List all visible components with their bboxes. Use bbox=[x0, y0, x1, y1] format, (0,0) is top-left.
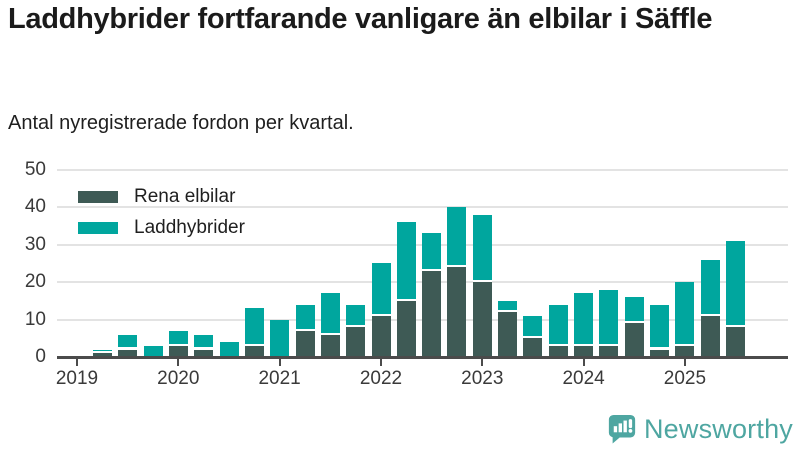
x-axis-label: 2020 bbox=[157, 368, 200, 389]
bar-segment-laddhybrider bbox=[244, 308, 264, 346]
bar-segment-laddhybrider bbox=[168, 330, 188, 346]
y-axis-label: 10 bbox=[24, 308, 46, 330]
gridline-y40 bbox=[57, 206, 788, 209]
x-axis-tick bbox=[177, 359, 180, 366]
bar-segment-rena-elbilar bbox=[118, 349, 138, 357]
legend-label: Rena elbilar bbox=[134, 186, 236, 207]
bar-segment-rena-elbilar bbox=[194, 349, 214, 357]
bar-segment-laddhybrider bbox=[726, 240, 746, 328]
x-axis-label: 2022 bbox=[359, 368, 403, 389]
bar-segment-rena-elbilar bbox=[168, 345, 188, 357]
bar-segment-rena-elbilar bbox=[599, 345, 619, 357]
bar-segment-laddhybrider bbox=[650, 304, 670, 350]
bar-segment-rena-elbilar bbox=[675, 345, 695, 357]
legend-swatch bbox=[78, 222, 118, 234]
x-axis-tick bbox=[481, 359, 484, 366]
bar-segment-rena-elbilar bbox=[700, 315, 720, 357]
bar-segment-laddhybrider bbox=[700, 259, 720, 316]
x-axis-tick bbox=[582, 359, 585, 366]
bar-segment-laddhybrider bbox=[675, 282, 695, 346]
y-axis-label: 20 bbox=[24, 271, 46, 293]
bar-segment-rena-elbilar bbox=[295, 330, 315, 357]
x-axis-tick bbox=[76, 359, 78, 366]
bar-segment-laddhybrider bbox=[574, 293, 594, 346]
x-axis-label: 2023 bbox=[461, 368, 504, 389]
bar-segment-rena-elbilar bbox=[244, 345, 264, 357]
legend-swatch bbox=[78, 191, 118, 203]
y-axis-label: 50 bbox=[24, 158, 46, 180]
x-axis-tick bbox=[683, 359, 686, 366]
bar-segment-laddhybrider bbox=[320, 293, 340, 335]
bar-segment-rena-elbilar bbox=[396, 300, 416, 357]
legend-label: Laddhybrider bbox=[134, 217, 245, 238]
bar-segment-laddhybrider bbox=[295, 304, 315, 331]
bar-segment-rena-elbilar bbox=[548, 345, 568, 357]
brand-name: Newsworthy bbox=[643, 413, 793, 444]
bar-segment-laddhybrider bbox=[371, 263, 391, 316]
bar-segment-rena-elbilar bbox=[371, 315, 391, 357]
bar-segment-rena-elbilar bbox=[472, 282, 492, 357]
x-axis-label: 2019 bbox=[55, 368, 99, 389]
chart-title: Laddhybrider fortfarande vanligare än el… bbox=[8, 3, 713, 35]
y-axis-label: 30 bbox=[24, 233, 46, 255]
legend-item: Rena elbilar bbox=[78, 186, 245, 207]
x-axis-label: 2024 bbox=[562, 368, 605, 389]
bar-segment-laddhybrider bbox=[270, 319, 290, 357]
x-axis-tick bbox=[278, 359, 281, 366]
y-axis-label: 40 bbox=[24, 196, 46, 218]
x-axis-label: 2021 bbox=[258, 368, 301, 389]
bar-segment-laddhybrider bbox=[548, 304, 568, 346]
bar-segment-laddhybrider bbox=[422, 233, 442, 271]
bar-segment-laddhybrider bbox=[447, 207, 467, 268]
bar-segment-laddhybrider bbox=[472, 214, 492, 283]
x-axis-label: 2025 bbox=[663, 368, 707, 389]
y-axis-label: 0 bbox=[35, 346, 46, 367]
x-axis-line bbox=[57, 356, 788, 359]
bar-segment-laddhybrider bbox=[346, 304, 366, 328]
bar-segment-rena-elbilar bbox=[320, 334, 340, 357]
bar-segment-laddhybrider bbox=[523, 315, 543, 339]
bar-segment-rena-elbilar bbox=[346, 327, 366, 357]
legend-item: Laddhybrider bbox=[78, 217, 245, 238]
bar-segment-rena-elbilar bbox=[92, 353, 112, 357]
bar-segment-laddhybrider bbox=[624, 297, 644, 324]
bar-segment-laddhybrider bbox=[396, 222, 416, 301]
bar-segment-rena-elbilar bbox=[574, 345, 594, 357]
newsworthy-icon bbox=[607, 413, 637, 445]
gridline-y50 bbox=[57, 168, 788, 171]
bar-segment-rena-elbilar bbox=[624, 323, 644, 357]
bar-segment-laddhybrider bbox=[143, 345, 163, 357]
bar-segment-rena-elbilar bbox=[523, 338, 543, 357]
bar-segment-laddhybrider bbox=[219, 342, 239, 357]
x-axis-tick bbox=[379, 359, 382, 366]
bar-segment-laddhybrider bbox=[194, 334, 214, 350]
bar-segment-rena-elbilar bbox=[422, 270, 442, 357]
brand-logo[interactable]: Newsworthy bbox=[607, 413, 793, 445]
legend: Rena elbilar Laddhybrider bbox=[78, 186, 245, 251]
bar-segment-laddhybrider bbox=[599, 289, 619, 346]
bar-segment-rena-elbilar bbox=[498, 312, 518, 357]
bar-segment-rena-elbilar bbox=[726, 327, 746, 357]
bar-segment-laddhybrider bbox=[118, 334, 138, 350]
bar-segment-rena-elbilar bbox=[650, 349, 670, 357]
bar-segment-laddhybrider bbox=[92, 349, 112, 354]
bar-segment-laddhybrider bbox=[498, 300, 518, 313]
chart-subtitle: Antal nyregistrerade fordon per kvartal. bbox=[8, 112, 354, 134]
bar-segment-rena-elbilar bbox=[447, 267, 467, 357]
